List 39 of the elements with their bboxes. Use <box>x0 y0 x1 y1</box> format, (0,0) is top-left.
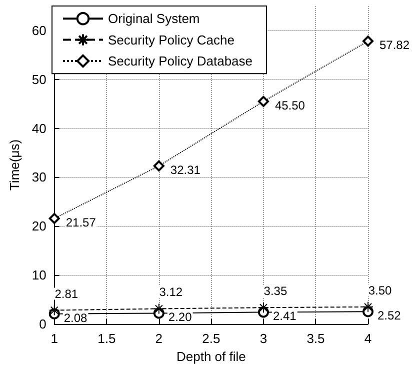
legend-label: Security Policy Cache <box>108 32 234 48</box>
x-tick-label: 2.5 <box>202 331 220 346</box>
data-label: 32.31 <box>170 162 201 177</box>
x-tick-label: 1 <box>50 331 58 346</box>
y-tick-label: 0 <box>39 316 46 332</box>
x-tick-label: 2 <box>155 331 163 346</box>
y-tick-label: 50 <box>32 72 46 87</box>
y-tick-label: 60 <box>32 22 46 38</box>
x-tick-label: 4 <box>364 331 372 346</box>
data-label: 3.12 <box>159 285 183 300</box>
point <box>153 303 164 314</box>
data-label: 57.82 <box>380 38 410 52</box>
y-tick-label: 20 <box>32 218 46 234</box>
point <box>48 304 60 316</box>
y-tick-label: 30 <box>32 170 46 185</box>
data-label: 2.20 <box>168 310 192 324</box>
y-tick-label: 40 <box>32 120 46 136</box>
data-label: 3.35 <box>264 284 288 298</box>
data-label: 3.50 <box>368 283 392 298</box>
y-tick-label: 10 <box>32 268 46 283</box>
point <box>362 301 374 312</box>
x-tick-label: 1.5 <box>98 331 116 346</box>
x-tick-label: 3 <box>260 331 268 346</box>
legend-label: Original System <box>108 11 200 26</box>
point <box>362 36 374 47</box>
data-label: 45.50 <box>274 98 306 112</box>
data-label: 2.81 <box>54 286 78 301</box>
data-label: 21.57 <box>66 215 96 230</box>
x-axis-title: Depth of file <box>176 349 246 364</box>
x-tick-label: 3.5 <box>306 331 325 346</box>
point <box>153 160 164 172</box>
point <box>258 302 269 314</box>
data-label: 2.08 <box>64 310 88 325</box>
data-label: 2.52 <box>378 308 402 323</box>
legend-label: Security Policy Database <box>108 54 253 68</box>
point <box>48 212 60 224</box>
data-label: 2.41 <box>272 309 297 324</box>
point <box>258 96 269 107</box>
y-axis-title: Time(μs) <box>7 139 22 191</box>
